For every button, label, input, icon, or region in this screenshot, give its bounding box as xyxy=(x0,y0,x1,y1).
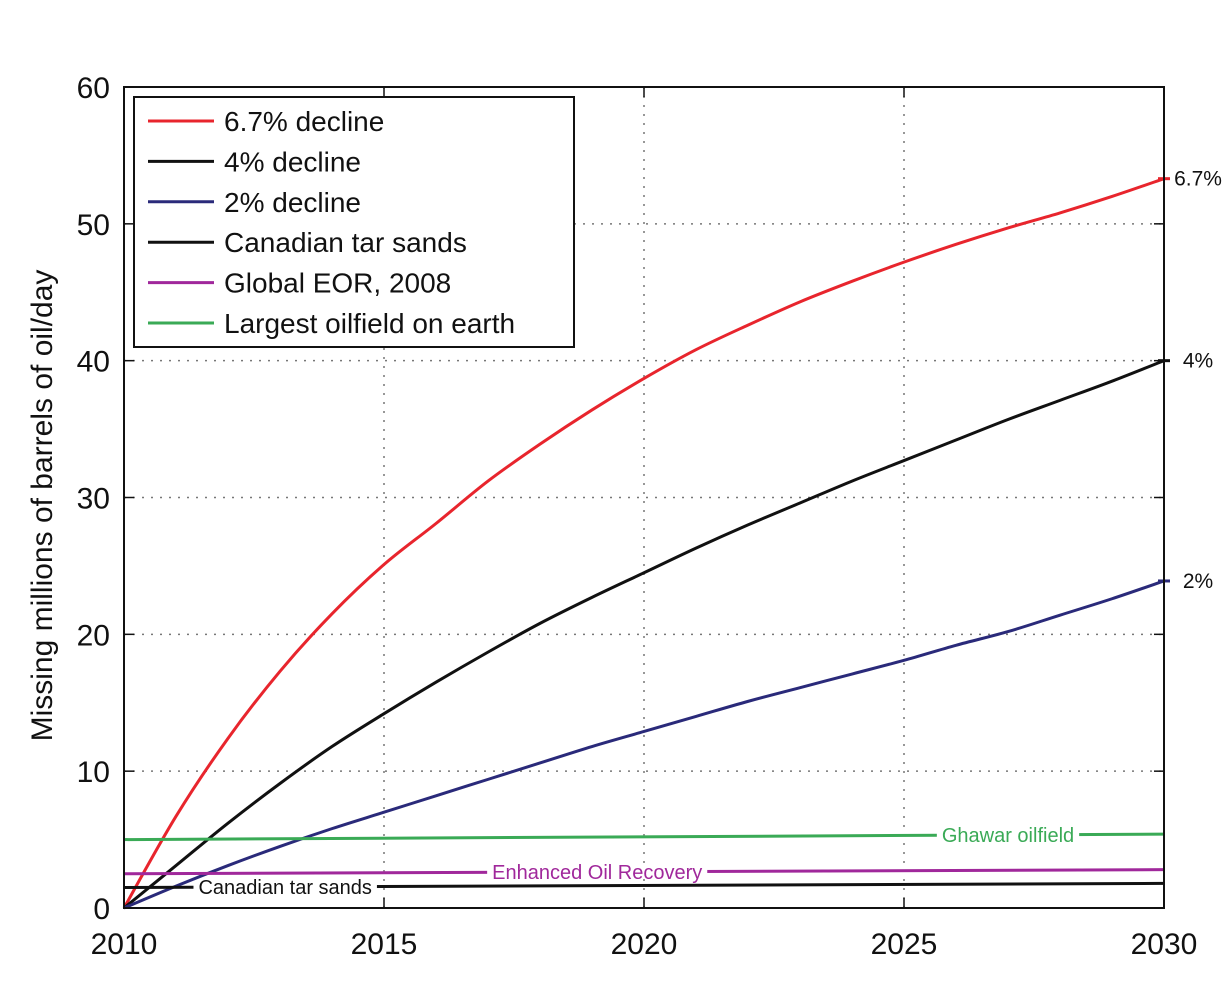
y-tick-label: 60 xyxy=(77,72,110,105)
annotation-global-eor-2008: Enhanced Oil Recovery xyxy=(492,862,702,884)
end-label-6-7-decline: 6.7% xyxy=(1174,168,1222,191)
x-tick-label: 2015 xyxy=(351,928,418,961)
legend-entry: 6.7% decline xyxy=(224,106,384,137)
legend-entry: Largest oilfield on earth xyxy=(224,308,515,339)
y-tick-label: 40 xyxy=(77,346,110,379)
annotation-largest-oilfield-on-earth: Ghawar oilfield xyxy=(942,825,1074,847)
annotation-mask xyxy=(936,828,1080,841)
x-tick-label: 2025 xyxy=(871,928,938,961)
x-tick-label: 2020 xyxy=(611,928,678,961)
y-tick-label: 30 xyxy=(77,483,110,516)
legend-entry: 4% decline xyxy=(224,146,361,177)
series-line-2-decline xyxy=(123,579,1165,910)
series-lines xyxy=(122,177,1170,910)
series-line-4-decline xyxy=(123,359,1165,910)
y-tick-label: 20 xyxy=(77,619,110,652)
annotation-mask xyxy=(193,880,377,893)
legend-entry: Canadian tar sands xyxy=(224,227,467,258)
y-axis-label: Missing millions of barrels of oil/day xyxy=(26,270,59,742)
x-tick-label: 2030 xyxy=(1131,928,1198,961)
end-label-4-decline: 4% xyxy=(1183,350,1213,373)
annotations: 6.7% 4% 2% Canadian tar sands Enhanced Oil R… xyxy=(193,168,1222,899)
series-line-6-7-decline xyxy=(122,177,1165,909)
x-tick-label: 2010 xyxy=(91,928,158,961)
legend-box xyxy=(133,96,575,348)
legend-entry: Global EOR, 2008 xyxy=(224,268,451,299)
legend: 6.7% decline 4% decline 2% decline Canadian… xyxy=(133,96,575,348)
y-tick-label: 10 xyxy=(77,756,110,789)
annotation-mask xyxy=(487,865,708,878)
y-tick-label: 50 xyxy=(77,209,110,242)
annotation-canadian-tar-sands: Canadian tar sands xyxy=(198,877,371,899)
legend-entry: 2% decline xyxy=(224,187,361,218)
y-tick-label: 0 xyxy=(93,893,110,926)
end-label-2-decline: 2% xyxy=(1183,570,1213,593)
